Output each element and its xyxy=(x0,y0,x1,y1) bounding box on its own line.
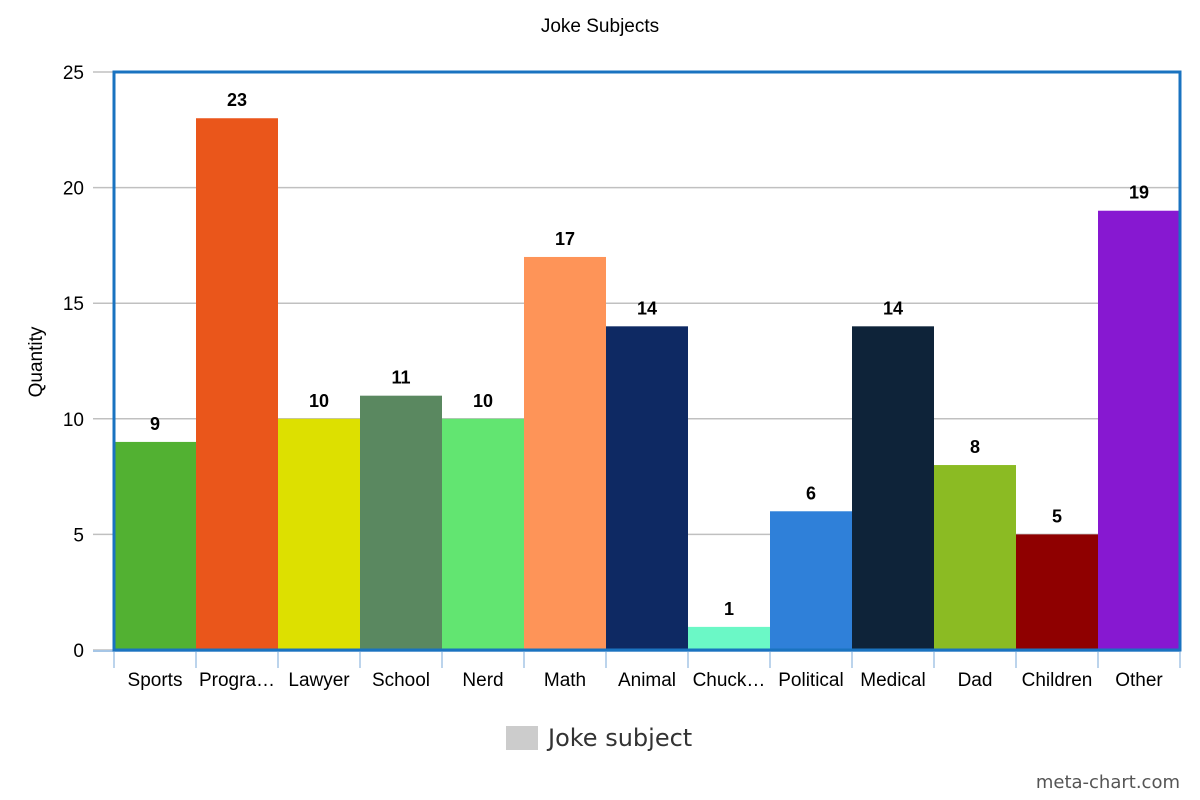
chart-title: Joke Subjects xyxy=(540,16,660,37)
x-tick-label: Animal xyxy=(618,670,676,691)
y-tick-label: 25 xyxy=(63,63,84,84)
bar xyxy=(1016,534,1098,650)
x-tick-label: Math xyxy=(544,670,586,691)
data-label: 10 xyxy=(473,391,493,411)
legend-label: Joke subject xyxy=(548,724,693,752)
x-tick-label: Medical xyxy=(860,670,925,691)
data-label: 23 xyxy=(227,90,247,110)
data-label: 8 xyxy=(970,437,980,457)
bars xyxy=(112,70,1182,652)
data-label: 17 xyxy=(555,229,575,249)
x-tick-label: Nerd xyxy=(462,670,503,691)
data-labels: 9 23 10 11 10 17 14 1 6 14 8 5 19 xyxy=(150,90,1149,619)
data-label: 9 xyxy=(150,414,160,434)
bar xyxy=(934,465,1016,650)
credit-text: meta-chart.com xyxy=(1035,772,1180,793)
data-label: 14 xyxy=(637,298,657,318)
data-label: 1 xyxy=(724,599,734,619)
y-tick-label: 10 xyxy=(63,410,84,431)
data-label: 10 xyxy=(309,391,329,411)
x-tick-label: Progra… xyxy=(199,670,275,691)
x-tick-label: Other xyxy=(1115,670,1163,691)
y-tick-label: 20 xyxy=(63,179,84,200)
y-tick-label: 15 xyxy=(63,294,84,315)
bar xyxy=(852,326,934,650)
data-label: 11 xyxy=(391,368,410,388)
x-tick-label: School xyxy=(372,670,430,691)
data-label: 19 xyxy=(1129,183,1149,203)
y-axis-label: Quantity xyxy=(26,326,47,397)
y-axis-ticks: 0 5 10 15 20 25 xyxy=(63,63,84,662)
bar xyxy=(114,441,196,650)
bar xyxy=(360,395,442,650)
legend-swatch xyxy=(506,726,538,750)
x-axis-ticks: Sports Progra… Lawyer School Nerd Math Animal C… xyxy=(128,670,1164,691)
bar xyxy=(196,118,278,651)
data-label: 6 xyxy=(806,483,816,503)
y-tick-label: 5 xyxy=(73,525,84,546)
x-tick-label: Dad xyxy=(958,670,993,691)
data-label: 5 xyxy=(1052,506,1062,526)
bar xyxy=(688,626,770,650)
x-tick-label: Children xyxy=(1022,670,1093,691)
data-label: 14 xyxy=(883,298,903,318)
y-tick-label: 0 xyxy=(73,641,84,662)
plot-frame xyxy=(112,70,1182,652)
bar xyxy=(606,326,688,650)
bar xyxy=(1098,210,1180,650)
x-tick-label: Chuck… xyxy=(693,670,766,691)
x-tick-label: Political xyxy=(778,670,843,691)
legend: Joke subject xyxy=(506,724,692,752)
bar xyxy=(524,256,606,650)
bar xyxy=(770,511,852,650)
x-tick-label: Sports xyxy=(128,670,183,691)
bar xyxy=(442,418,524,650)
bar xyxy=(278,418,360,650)
x-tick-label: Lawyer xyxy=(288,670,350,691)
